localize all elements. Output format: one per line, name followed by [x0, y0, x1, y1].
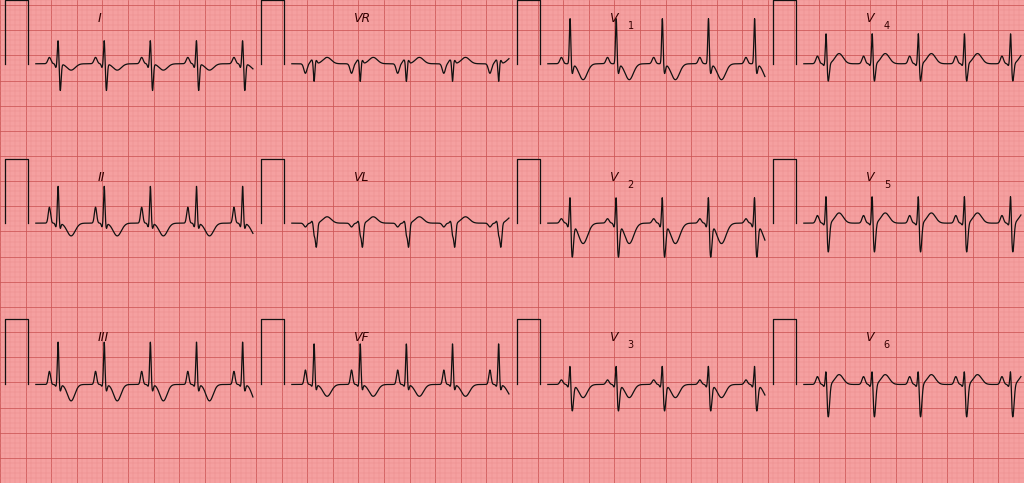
Text: VR: VR: [353, 12, 371, 25]
Text: 3: 3: [628, 340, 634, 350]
Text: 5: 5: [884, 180, 890, 190]
Text: V: V: [609, 171, 617, 185]
Text: VF: VF: [353, 331, 369, 344]
Text: I: I: [97, 12, 101, 25]
Text: 6: 6: [884, 340, 890, 350]
Text: V: V: [609, 331, 617, 344]
Text: 4: 4: [884, 21, 890, 31]
Text: III: III: [97, 331, 109, 344]
Text: V: V: [865, 12, 873, 25]
Text: II: II: [97, 171, 104, 185]
Text: V: V: [609, 12, 617, 25]
Text: V: V: [865, 331, 873, 344]
Text: V: V: [865, 171, 873, 185]
Text: 1: 1: [628, 21, 634, 31]
Text: VL: VL: [353, 171, 369, 185]
Text: 2: 2: [628, 180, 634, 190]
